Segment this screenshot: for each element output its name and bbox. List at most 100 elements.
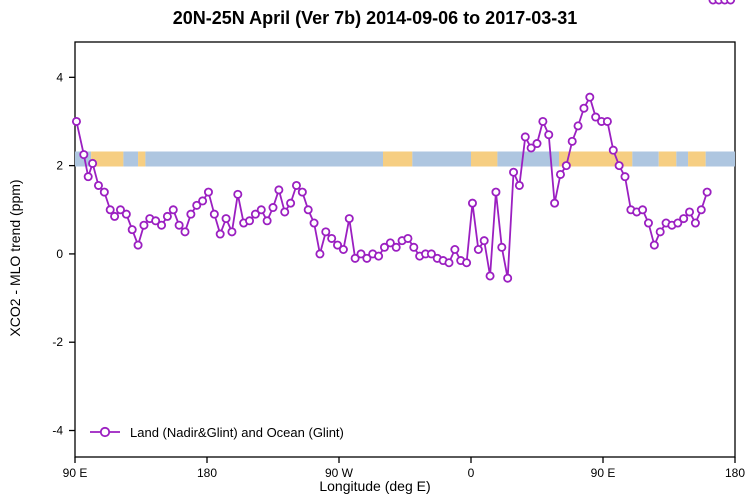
data-point-42[interactable] (316, 250, 323, 257)
plot-border (75, 42, 735, 457)
data-point-93[interactable] (616, 162, 623, 169)
data-point-22[interactable] (199, 197, 206, 204)
data-point-58[interactable] (410, 244, 417, 251)
data-point-7[interactable] (111, 213, 118, 220)
data-point-6[interactable] (107, 206, 114, 213)
x-tick-label-2: 90 W (325, 466, 354, 480)
data-point-69[interactable] (475, 246, 482, 253)
data-point-4[interactable] (95, 182, 102, 189)
data-point-87[interactable] (580, 105, 587, 112)
data-point-65[interactable] (451, 246, 458, 253)
data-point-28[interactable] (234, 191, 241, 198)
data-point-108[interactable] (704, 189, 711, 196)
data-point-38[interactable] (293, 182, 300, 189)
data-point-52[interactable] (375, 253, 382, 260)
data-point-0[interactable] (73, 118, 80, 125)
band-segment-blue-6 (412, 151, 471, 166)
data-point-35[interactable] (275, 186, 282, 193)
data-point-75[interactable] (510, 169, 517, 176)
legend: Land (Nadir&Glint) and Ocean (Glint) (90, 425, 344, 440)
data-point-94[interactable] (621, 173, 628, 180)
data-point-33[interactable] (264, 217, 271, 224)
data-point-47[interactable] (346, 215, 353, 222)
data-point-81[interactable] (545, 131, 552, 138)
data-point-27[interactable] (228, 228, 235, 235)
data-point-79[interactable] (533, 140, 540, 147)
data-point-85[interactable] (569, 138, 576, 145)
y-tick-label-0: -4 (52, 424, 63, 438)
band-segment-blue-14 (706, 151, 735, 166)
data-point-71[interactable] (486, 272, 493, 279)
data-point-55[interactable] (393, 244, 400, 251)
data-point-73[interactable] (498, 244, 505, 251)
data-point-107[interactable] (698, 206, 705, 213)
data-point-98[interactable] (645, 219, 652, 226)
data-point-76[interactable] (516, 182, 523, 189)
data-point-40[interactable] (305, 206, 312, 213)
data-point-11[interactable] (134, 241, 141, 248)
data-point-57[interactable] (404, 235, 411, 242)
data-point-26[interactable] (222, 215, 229, 222)
axis-ticks: -4-202490 E 180 90 W 0 90 E 180 (52, 70, 745, 480)
data-point-43[interactable] (322, 228, 329, 235)
data-point-34[interactable] (269, 204, 276, 211)
data-line-path[interactable] (76, 97, 707, 278)
data-point-84[interactable] (563, 162, 570, 169)
data-point-1[interactable] (80, 151, 87, 158)
y-tick-label-4: 4 (56, 70, 63, 84)
band-segment-orange-13 (688, 151, 706, 166)
data-point-99[interactable] (651, 241, 658, 248)
data-point-9[interactable] (123, 211, 130, 218)
data-point-16[interactable] (164, 213, 171, 220)
data-point-19[interactable] (181, 228, 188, 235)
band-segment-blue-12 (676, 151, 688, 166)
data-point-46[interactable] (340, 246, 347, 253)
data-point-3[interactable] (89, 160, 96, 167)
data-point-5[interactable] (101, 189, 108, 196)
data-point-12[interactable] (140, 222, 147, 229)
data-point-67[interactable] (463, 259, 470, 266)
data-point-105[interactable] (686, 208, 693, 215)
data-point-41[interactable] (310, 219, 317, 226)
land-ocean-band (75, 151, 735, 166)
data-point-17[interactable] (170, 206, 177, 213)
x-tick-label-0: 90 E (63, 466, 88, 480)
data-point-32[interactable] (258, 206, 265, 213)
data-point-97[interactable] (639, 206, 646, 213)
data-point-83[interactable] (557, 171, 564, 178)
data-point-64[interactable] (445, 259, 452, 266)
data-point-80[interactable] (539, 118, 546, 125)
data-point-106[interactable] (692, 219, 699, 226)
data-point-37[interactable] (287, 200, 294, 207)
data-point-82[interactable] (551, 200, 558, 207)
legend-label: Land (Nadir&Glint) and Ocean (Glint) (130, 425, 344, 440)
data-point-36[interactable] (281, 208, 288, 215)
data-point-15[interactable] (158, 222, 165, 229)
data-point-20[interactable] (187, 211, 194, 218)
data-point-68[interactable] (469, 200, 476, 207)
data-point-23[interactable] (205, 189, 212, 196)
data-point-70[interactable] (481, 237, 488, 244)
data-point-24[interactable] (211, 211, 218, 218)
data-point-74[interactable] (504, 275, 511, 282)
data-point-92[interactable] (610, 147, 617, 154)
data-point-2[interactable] (85, 173, 92, 180)
chart-svg: -4-202490 E 180 90 W 0 90 E 180 Land (Nadir&G… (0, 0, 750, 500)
data-point-10[interactable] (129, 226, 136, 233)
data-point-112[interactable] (727, 0, 734, 4)
data-point-18[interactable] (176, 222, 183, 229)
data-point-100[interactable] (657, 228, 664, 235)
data-point-30[interactable] (246, 217, 253, 224)
band-segment-orange-5 (383, 151, 412, 166)
data-point-44[interactable] (328, 235, 335, 242)
data-point-104[interactable] (680, 215, 687, 222)
y-tick-label-1: -2 (52, 335, 63, 349)
data-point-77[interactable] (522, 133, 529, 140)
data-point-88[interactable] (586, 94, 593, 101)
y-tick-label-3: 2 (56, 159, 63, 173)
data-point-91[interactable] (604, 118, 611, 125)
data-point-72[interactable] (492, 189, 499, 196)
data-point-86[interactable] (574, 122, 581, 129)
data-point-25[interactable] (217, 230, 224, 237)
data-point-39[interactable] (299, 189, 306, 196)
